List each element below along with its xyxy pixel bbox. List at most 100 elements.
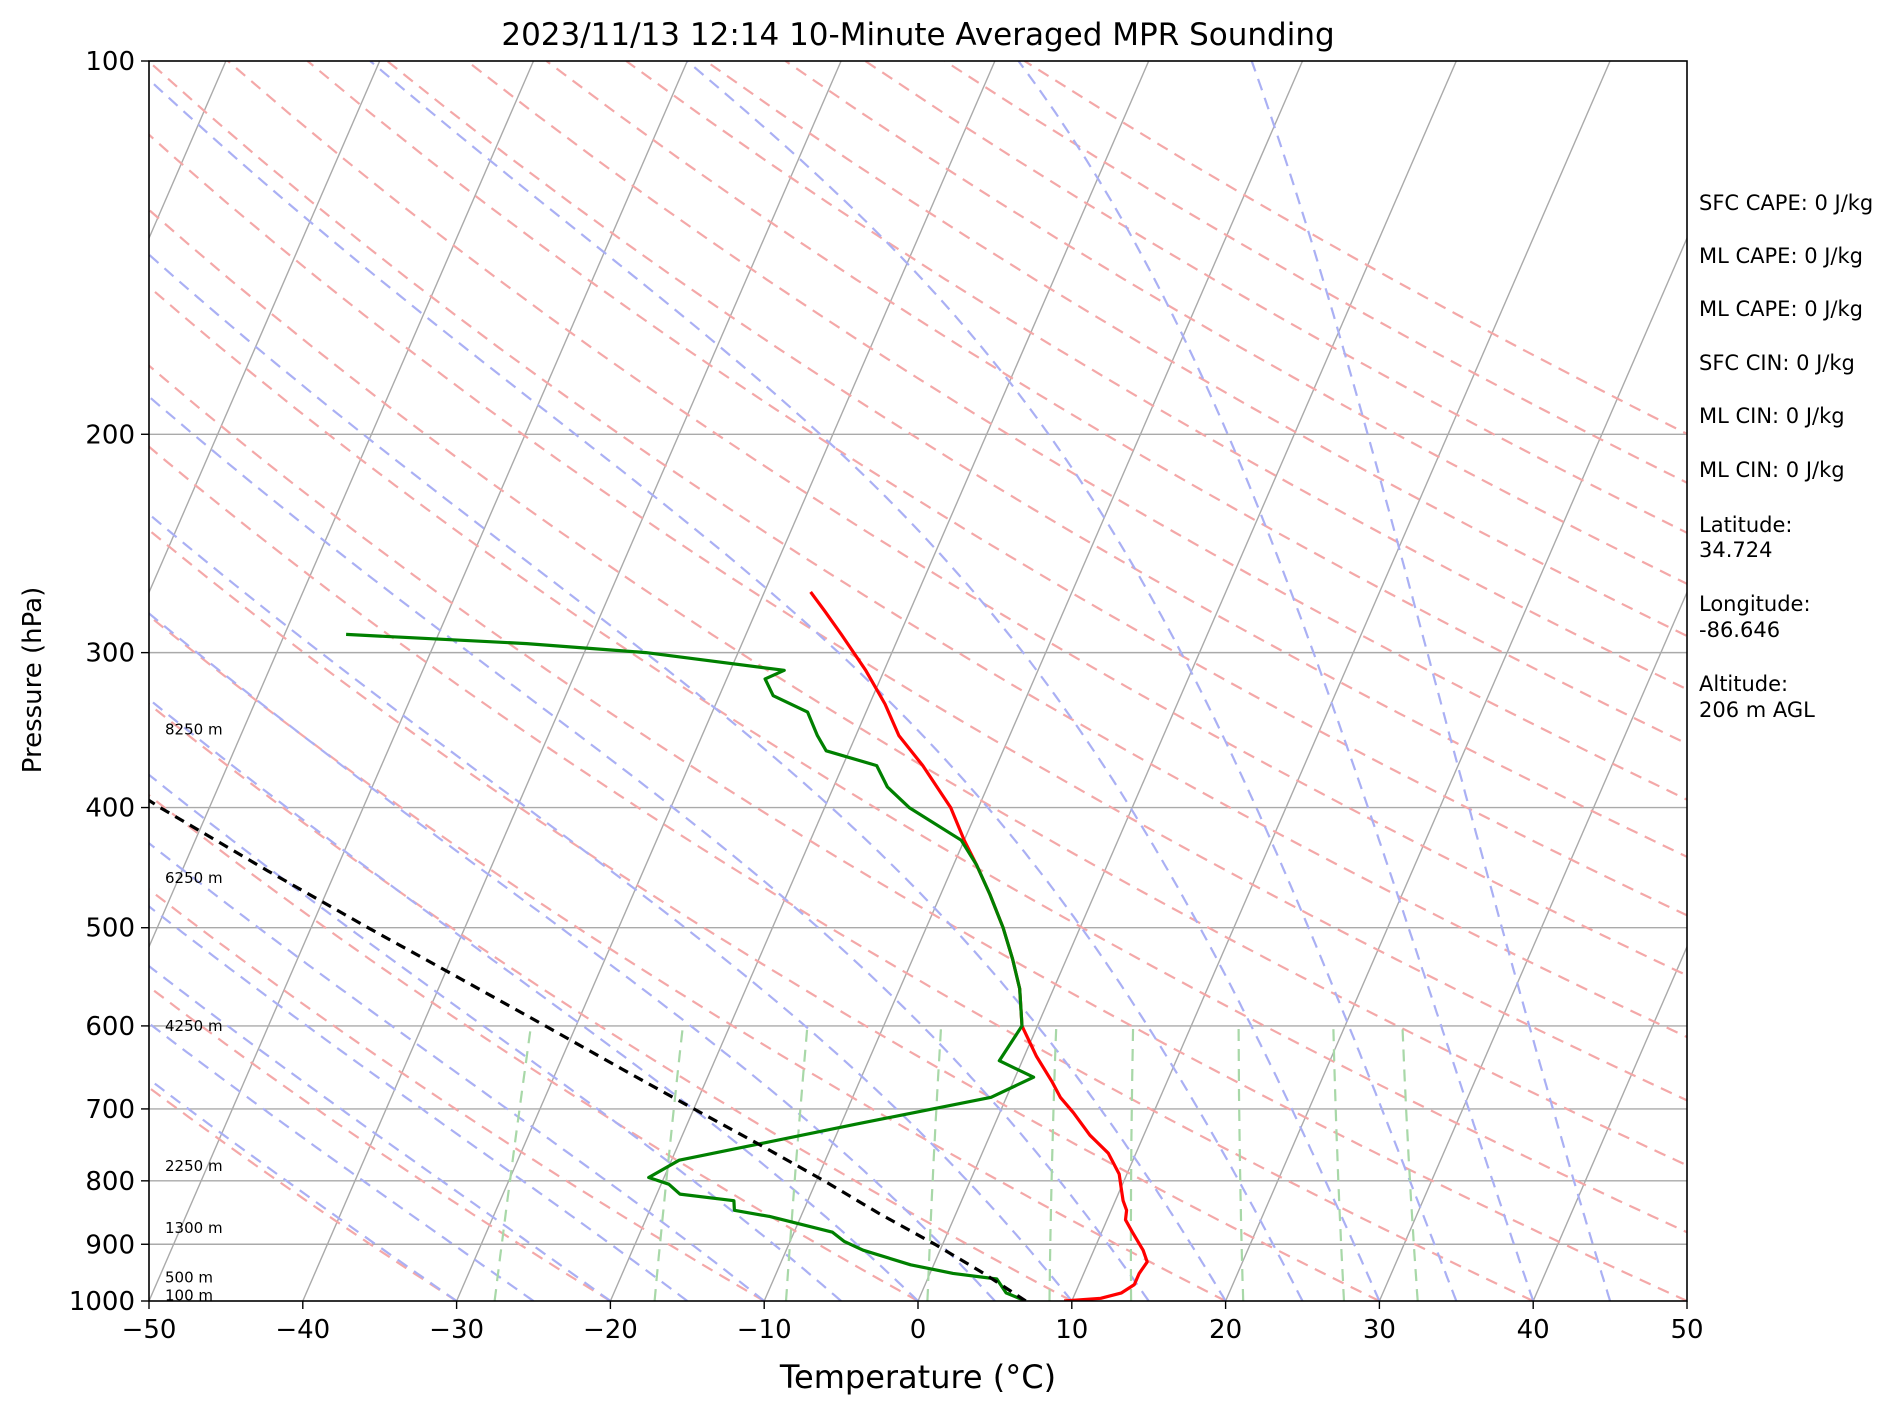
y-tick-label: 500 [85, 914, 135, 944]
isotherm-line [149, 61, 381, 595]
moist-adiabat-line [149, 395, 1150, 1301]
moist-adiabat-line [149, 78, 1304, 1301]
x-tick-label: −20 [583, 1315, 638, 1345]
dry-adiabat-line [306, 61, 1687, 917]
isotherm-line [1532, 944, 1687, 1301]
altitude-label: Altitude: [1699, 672, 1788, 696]
isotherm-line [609, 61, 1150, 1301]
y-tick-label: 300 [85, 639, 135, 669]
moist-adiabat-line [149, 964, 612, 1301]
moist-adiabat-line [149, 905, 688, 1301]
x-tick-label: 40 [1517, 1315, 1550, 1345]
dry-adiabat-line [149, 445, 1534, 1301]
dry-adiabat-line [545, 61, 1687, 746]
latitude-label: Latitude: [1699, 513, 1793, 537]
isotherm-line [455, 61, 996, 1301]
moist-adiabat-line [149, 611, 996, 1301]
height-label: 6250 m [165, 869, 223, 887]
moist-adiabat-line [149, 1021, 535, 1301]
height-label: 1300 m [165, 1219, 223, 1237]
moist-adiabat-line [369, 61, 1381, 1301]
longitude-value: -86.646 [1699, 618, 1780, 642]
stat-sfc-cin: SFC CIN: 0 J/kg [1699, 351, 1855, 375]
dry-adiabat-line [149, 793, 919, 1301]
moist-adiabat-line [1017, 61, 1535, 1301]
y-tick-label: 600 [85, 1012, 135, 1042]
mixing-ratio-line [1401, 1025, 1419, 1301]
y-axis-label: Pressure (hPa) [18, 587, 48, 774]
y-tick-label: 700 [85, 1095, 135, 1125]
dewpoint-profile-line [346, 632, 1036, 1301]
y-tick-label: 200 [85, 420, 135, 450]
isotherm-line [1224, 236, 1687, 1301]
height-label: 4250 m [165, 1017, 223, 1035]
chart-title: 2023/11/13 12:14 10-Minute Averaged MPR … [501, 17, 1334, 53]
height-label: 2250 m [165, 1157, 223, 1175]
stat-ml-cape-2: ML CAPE: 0 J/kg [1699, 297, 1863, 321]
isotherm-line [302, 61, 842, 1301]
y-tick-label: 900 [85, 1230, 135, 1260]
dry-adiabat-line [149, 528, 1380, 1301]
temperature-profile-line [809, 590, 1149, 1301]
dry-adiabat-line [386, 61, 1687, 859]
dry-adiabat-line [784, 61, 1687, 586]
x-axis-ticks: −50 −40 −30 −20 −10 0 10 20 30 40 50 [122, 1301, 1704, 1345]
x-tick-label: 0 [910, 1315, 927, 1345]
moist-adiabat-line [149, 1077, 458, 1301]
mixing-ratio-line [1129, 1025, 1135, 1301]
height-label: 100 m [165, 1287, 213, 1305]
dry-adiabat-line [705, 61, 1687, 638]
dry-adiabat-line [149, 702, 1073, 1301]
dry-adiabat-line [227, 61, 1687, 977]
plot-frame [148, 60, 1688, 1302]
x-tick-label: −50 [122, 1315, 177, 1345]
moist-adiabat-line [1250, 61, 1612, 1301]
dry-adiabat-line [149, 888, 765, 1301]
moist-adiabat-line [149, 697, 919, 1301]
mixing-ratio-line [1237, 1025, 1245, 1301]
parcel-profile-line [149, 798, 1027, 1301]
isotherm-line [1378, 590, 1687, 1301]
x-tick-label: −30 [429, 1315, 484, 1345]
x-tick-label: 50 [1670, 1315, 1703, 1345]
height-label: 500 m [165, 1268, 213, 1286]
mixing-ratio-line [784, 1025, 809, 1301]
y-tick-label: 1000 [69, 1287, 135, 1317]
dry-adiabat-line [149, 208, 1687, 1167]
stat-sfc-cape: SFC CAPE: 0 J/kg [1699, 191, 1873, 215]
y-tick-label: 400 [85, 794, 135, 824]
mixing-ratio-line [1048, 1025, 1058, 1301]
moist-adiabat-line [149, 512, 1073, 1301]
isotherm-line [1071, 61, 1611, 1301]
mixing-ratio-line [1332, 1025, 1346, 1301]
stats-panel: SFC CAPE: 0 J/kg ML CAPE: 0 J/kg ML CAPE… [1699, 191, 1873, 722]
longitude-label: Longitude: [1699, 592, 1811, 616]
latitude-value: 34.724 [1699, 538, 1772, 562]
isotherm-line [763, 61, 1304, 1301]
x-tick-label: −40 [275, 1315, 330, 1345]
dry-adiabat-line [149, 614, 1227, 1301]
height-label: 8250 m [165, 720, 223, 738]
y-tick-label: 800 [85, 1167, 135, 1197]
altitude-value: 206 m AGL [1699, 698, 1815, 722]
dry-adiabat-line [149, 1086, 458, 1301]
x-tick-label: 10 [1055, 1315, 1088, 1345]
dry-adiabat-line [466, 61, 1687, 801]
dry-adiabat-line [149, 985, 611, 1301]
isotherm-line [149, 61, 688, 1301]
y-axis-ticks: 100 200 300 400 500 600 700 800 900 1000 [69, 47, 149, 1317]
dry-adiabat-line [149, 133, 1687, 1102]
stat-ml-cape-1: ML CAPE: 0 J/kg [1699, 244, 1863, 268]
dry-adiabat-line [149, 61, 1687, 1039]
x-axis-label: Temperature (°C) [779, 1358, 1056, 1396]
mixing-ratio-line [926, 1025, 943, 1301]
dry-adiabat-line [149, 285, 1687, 1234]
y-tick-label: 100 [85, 47, 135, 77]
stat-ml-cin-1: ML CIN: 0 J/kg [1699, 404, 1845, 428]
x-tick-label: 20 [1209, 1315, 1242, 1345]
x-tick-label: 30 [1363, 1315, 1396, 1345]
moist-adiabat-line [149, 253, 1227, 1301]
data-series [149, 590, 1149, 1301]
stat-ml-cin-2: ML CIN: 0 J/kg [1699, 458, 1845, 482]
